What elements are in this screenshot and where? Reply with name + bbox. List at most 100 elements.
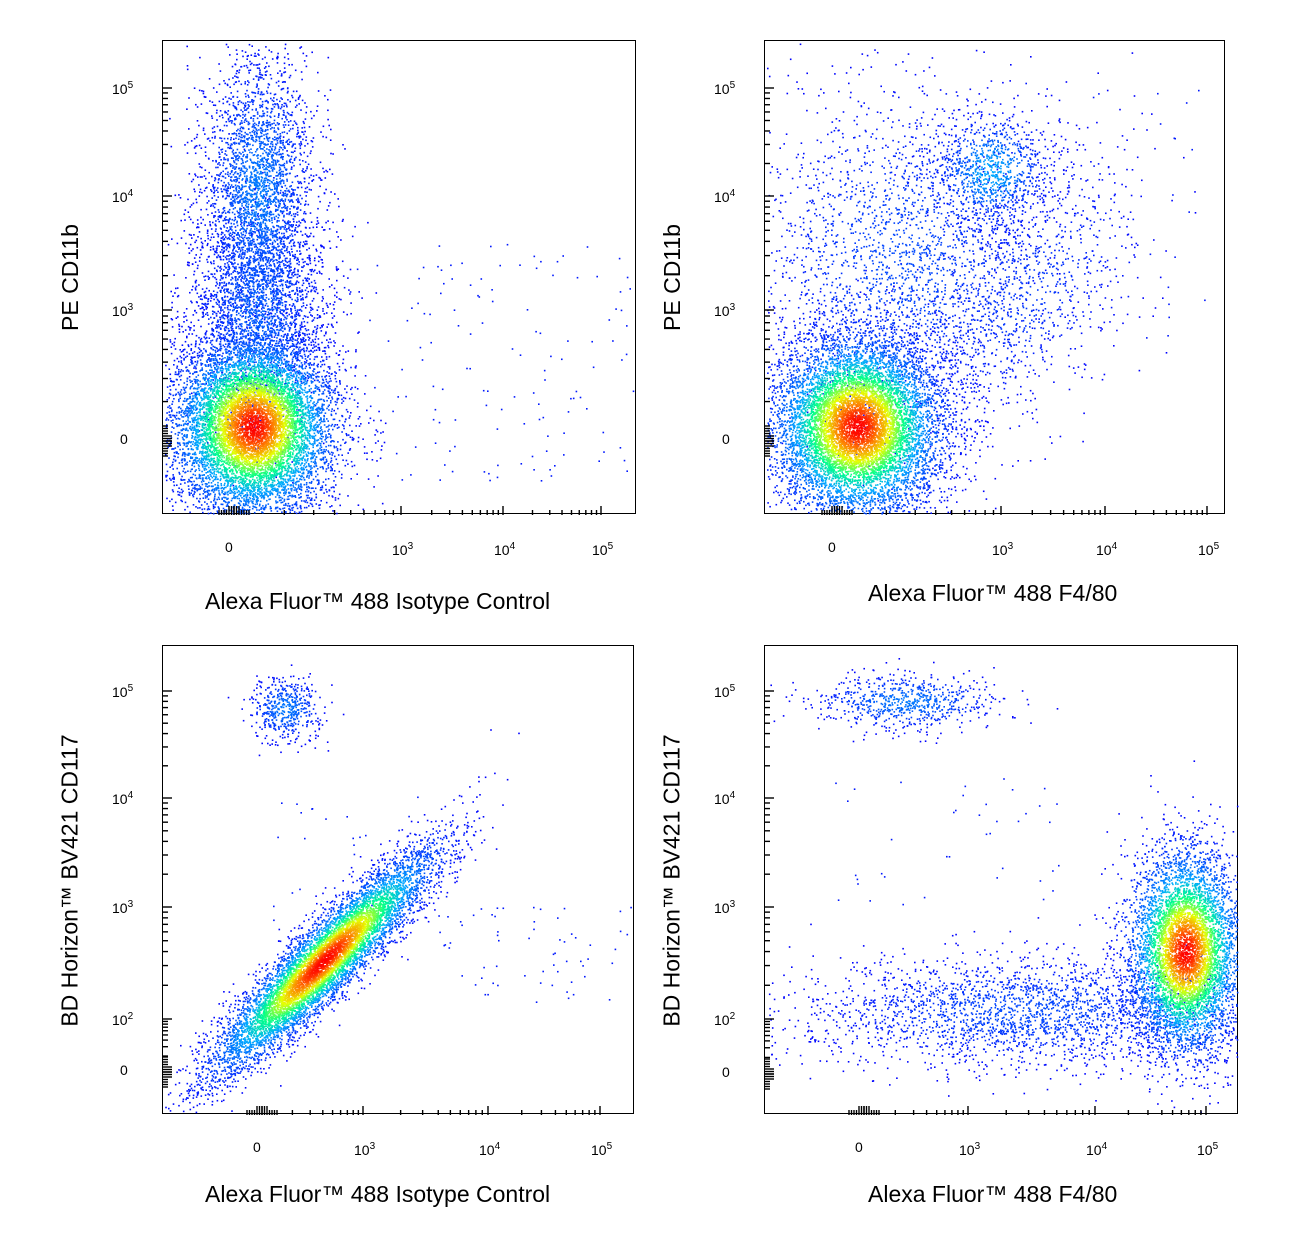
- event-dot: [201, 288, 204, 290]
- event-dot: [230, 289, 232, 292]
- event-dot: [238, 135, 241, 138]
- event-dot: [284, 224, 287, 227]
- event-dot: [350, 478, 352, 480]
- event-dot: [202, 246, 204, 249]
- event-dot: [350, 460, 353, 463]
- event-dot: [291, 272, 293, 274]
- event-dot: [227, 270, 229, 273]
- event-dot: [234, 277, 237, 279]
- event-dot: [328, 124, 330, 127]
- event-dot: [295, 501, 298, 503]
- event-dot: [333, 418, 336, 421]
- event-dot: [230, 329, 233, 331]
- event-dot: [337, 441, 339, 443]
- event-dot: [211, 136, 214, 139]
- event-dot: [244, 180, 247, 182]
- event-dot: [250, 223, 252, 226]
- event-dot: [322, 308, 324, 310]
- event-dot: [257, 88, 260, 90]
- event-dot: [330, 152, 332, 155]
- event-dot: [311, 333, 314, 336]
- event-dot: [279, 338, 282, 341]
- event-dot: [225, 184, 227, 186]
- event-dot: [219, 377, 221, 380]
- event-dot: [209, 437, 212, 440]
- event-dot: [257, 337, 259, 339]
- event-dot: [254, 268, 257, 271]
- event-dot: [242, 110, 244, 113]
- event-dot: [241, 337, 243, 340]
- event-dot: [259, 321, 262, 323]
- event-dot: [307, 236, 310, 238]
- event-dot: [206, 244, 209, 247]
- event-dot: [242, 117, 244, 119]
- event-dot: [214, 211, 217, 213]
- event-dot: [168, 443, 170, 446]
- event-dot: [240, 289, 242, 291]
- event-dot: [223, 226, 226, 228]
- event-dot: [301, 348, 304, 351]
- event-dot: [266, 126, 269, 128]
- event-dot: [292, 338, 295, 340]
- event-dot: [332, 326, 334, 328]
- event-dot: [288, 369, 291, 371]
- event-dot: [369, 417, 372, 420]
- event-dot: [298, 243, 301, 245]
- event-dot: [264, 197, 267, 199]
- event-dot: [241, 333, 244, 335]
- event-dot: [259, 77, 262, 79]
- event-dot: [234, 295, 237, 298]
- event-dot: [242, 281, 245, 283]
- event-dot: [232, 104, 235, 107]
- event-dot: [171, 326, 174, 328]
- event-dot: [216, 245, 219, 247]
- event-dot: [231, 318, 233, 320]
- event-dot: [269, 115, 271, 118]
- event-dot: [239, 123, 241, 126]
- event-dot: [292, 321, 295, 323]
- event-dot: [293, 257, 296, 260]
- event-dot: [236, 130, 238, 132]
- event-dot: [225, 267, 227, 269]
- event-dot: [334, 342, 336, 344]
- event-dot: [216, 232, 219, 235]
- event-dot: [194, 173, 196, 175]
- event-dot: [317, 260, 320, 263]
- event-dot: [288, 130, 291, 132]
- event-dot: [223, 328, 226, 330]
- event-dot: [224, 110, 226, 113]
- event-dot: [272, 302, 274, 305]
- event-dot: [232, 293, 234, 295]
- event-dot: [208, 318, 210, 320]
- event-dot: [285, 347, 287, 350]
- event-dot: [316, 375, 319, 378]
- event-dot: [260, 270, 263, 272]
- event-dot: [331, 398, 334, 400]
- event-dot: [381, 445, 383, 447]
- event-dot: [188, 478, 190, 481]
- event-dot: [188, 333, 190, 335]
- event-dot: [219, 312, 221, 314]
- event-dot: [300, 109, 302, 111]
- event-dot: [171, 422, 174, 424]
- event-dot: [223, 242, 225, 245]
- event-dot: [298, 287, 301, 289]
- event-dot: [229, 254, 231, 257]
- event-dot: [279, 268, 282, 270]
- event-dot: [212, 313, 214, 315]
- event-dot: [307, 362, 310, 365]
- event-dot: [334, 294, 336, 297]
- event-dot: [272, 260, 274, 263]
- event-dot: [175, 414, 178, 417]
- event-dot: [254, 192, 256, 195]
- event-dot: [298, 201, 301, 203]
- event-dot: [200, 216, 202, 219]
- event-dot: [379, 457, 382, 460]
- event-dot: [294, 189, 296, 191]
- event-dot: [178, 328, 181, 331]
- event-dot: [211, 322, 213, 325]
- event-dot: [291, 362, 294, 364]
- event-dot: [298, 261, 300, 263]
- event-dot: [234, 246, 236, 248]
- event-dot: [297, 126, 299, 129]
